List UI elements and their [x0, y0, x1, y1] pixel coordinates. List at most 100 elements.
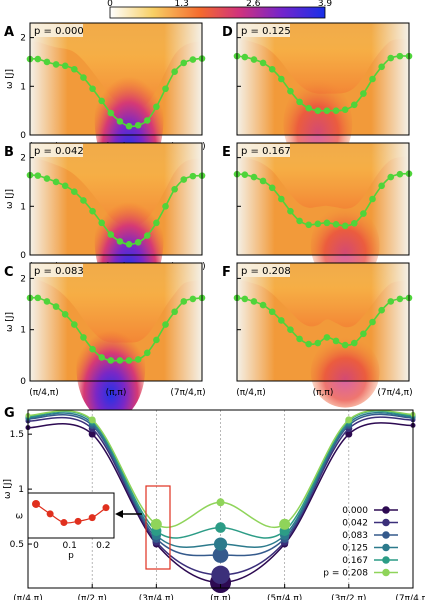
- dispersion-point: [268, 184, 276, 192]
- dispersion-point: [43, 175, 51, 182]
- inset-x-tick: 0: [33, 541, 39, 551]
- p-label-box: p = 0.208: [238, 264, 291, 277]
- inset-point: [102, 504, 110, 512]
- panel-frame: [29, 142, 203, 256]
- y-tick-label: 1: [20, 326, 26, 336]
- dispersion-point: [98, 354, 105, 361]
- series-point: [88, 430, 96, 438]
- dispersion-point: [378, 306, 385, 314]
- p-label: p = 0.083: [34, 266, 84, 277]
- dispersion-point: [350, 220, 358, 227]
- y-tick-label: 0: [20, 377, 26, 387]
- dispersion-point: [107, 357, 115, 364]
- y-tick-label: 1: [20, 82, 26, 92]
- dispersion-point: [162, 85, 169, 93]
- dispersion-point: [360, 90, 367, 97]
- dispersion-point: [314, 107, 322, 114]
- panel-frame: [236, 262, 410, 382]
- dispersion-point: [241, 295, 249, 303]
- p-label-bg: [31, 24, 83, 37]
- dispersion-point: [396, 295, 404, 303]
- inset-x-tick: 0.1: [62, 541, 76, 551]
- series-point: [279, 518, 291, 530]
- dispersion-point: [61, 182, 69, 190]
- dispersion-point: [350, 101, 358, 109]
- panel-letter: D: [222, 25, 233, 40]
- dispersion-point: [332, 107, 340, 114]
- dispersion-point: [143, 232, 151, 239]
- inset-point: [88, 514, 96, 522]
- dispersion-point: [250, 56, 258, 63]
- colorbar-tick: 0: [107, 0, 113, 9]
- x-tick-label: (π/2,π): [77, 594, 106, 600]
- dispersion-point: [43, 58, 51, 66]
- series-point: [345, 430, 353, 438]
- p-label-box: p = 0.042: [31, 144, 84, 157]
- series-point: [213, 537, 228, 551]
- dispersion-point: [171, 185, 178, 193]
- dispersion-point: [360, 210, 367, 217]
- dispersion-point: [341, 222, 349, 230]
- p-label-bg: [31, 144, 83, 157]
- dispersion-point: [34, 55, 42, 63]
- dispersion-point: [162, 321, 169, 328]
- p-label: p = 0.000: [34, 26, 84, 37]
- dispersion-point: [378, 63, 385, 71]
- dispersion-point: [296, 217, 303, 225]
- p-label-box: p = 0.083: [31, 264, 84, 277]
- dispersion-point: [71, 65, 78, 73]
- panel-frame: [236, 22, 410, 136]
- x-tick-label: (π/4,π): [13, 594, 42, 600]
- dispersion-point: [323, 107, 331, 114]
- dispersion-point: [296, 335, 303, 343]
- inset-point: [74, 517, 82, 525]
- dispersion-point: [241, 171, 249, 178]
- y-tick-label: 0.5: [10, 540, 24, 550]
- dispersion-point: [107, 231, 115, 238]
- legend-label: p = 0.208: [323, 569, 368, 579]
- dispersion-point: [387, 298, 395, 305]
- dispersion-point: [116, 238, 124, 245]
- dispersion-point: [98, 97, 105, 105]
- dispersion-point: [107, 109, 115, 117]
- dispersion-point: [323, 219, 331, 227]
- x-tick-label: (π,π): [210, 594, 231, 600]
- y-axis-label: ω [J]: [5, 189, 15, 209]
- x-tick-label: (7π/4,π): [395, 594, 425, 600]
- series-point: [211, 565, 230, 585]
- dispersion-point: [180, 59, 188, 67]
- dispersion-point: [278, 195, 285, 203]
- inset-x-tick: 0.2: [96, 541, 110, 551]
- dispersion-point: [189, 56, 197, 63]
- x-tick-label: (π/4,π): [29, 388, 58, 398]
- dispersion-point: [61, 311, 69, 318]
- dispersion-point: [332, 221, 340, 228]
- legend-label: 0.000: [342, 506, 368, 516]
- inset-point: [32, 499, 40, 508]
- dispersion-point: [80, 74, 87, 81]
- dispersion-point: [125, 357, 133, 364]
- dispersion-point: [268, 65, 276, 73]
- p-label-box: p = 0.125: [238, 24, 291, 37]
- x-tick-label: (7π/4,π): [377, 388, 412, 398]
- dispersion-point: [180, 298, 188, 305]
- dispersion-point: [52, 303, 60, 310]
- legend-marker: [382, 543, 390, 552]
- legend-marker: [382, 568, 390, 577]
- panel-c: p = 0.083 C 0 1 2 ω [J] (π/4,π) (π,π) (7π/4,π): [4, 262, 206, 421]
- dispersion-point: [134, 239, 142, 246]
- dispersion-point: [34, 172, 42, 179]
- colorbar-tick: 3.9: [318, 0, 333, 9]
- dispersion-point: [134, 121, 142, 129]
- p-label-bg: [238, 264, 290, 277]
- p-label: p = 0.042: [34, 146, 84, 157]
- legend-marker: [382, 518, 390, 527]
- x-tick-label: (3π/4,π): [139, 594, 174, 600]
- colorbar: 0 1.3 2.6 3.9: [107, 0, 333, 19]
- inset-x-label: p: [68, 551, 74, 561]
- dispersion-point: [171, 308, 178, 316]
- legend-label: 0.125: [342, 544, 368, 554]
- dispersion-point: [189, 172, 197, 180]
